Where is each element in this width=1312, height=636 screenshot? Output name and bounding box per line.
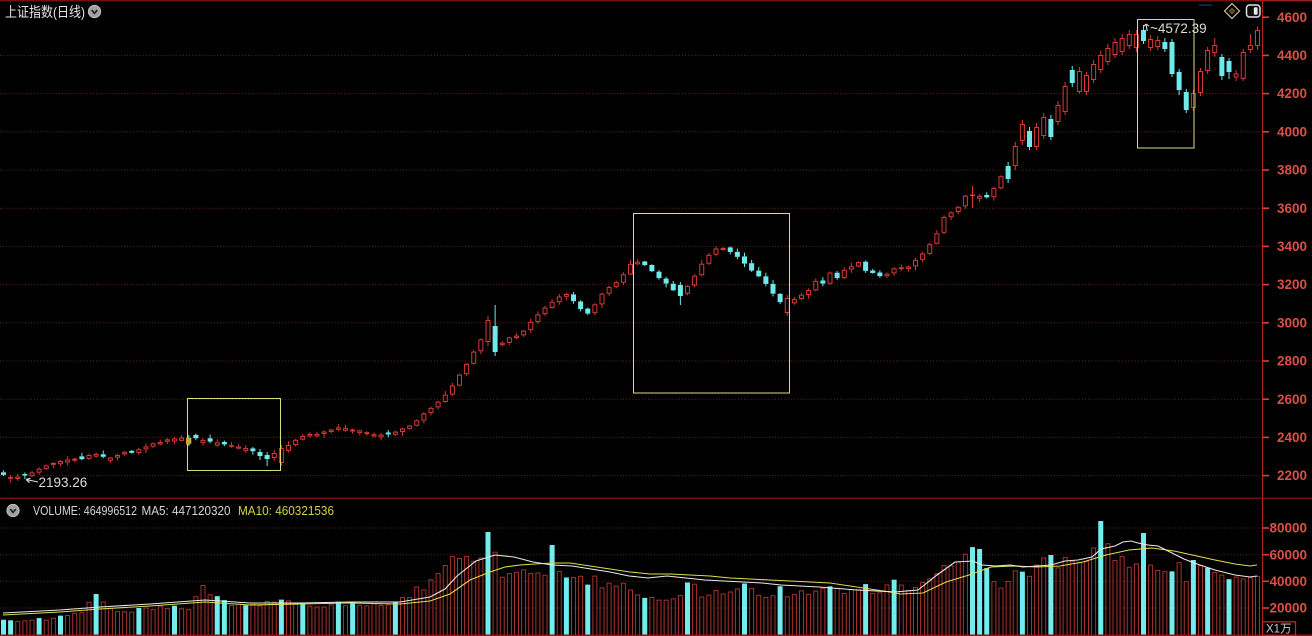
svg-text:2600: 2600 xyxy=(1277,392,1307,407)
svg-text:上证指数(日线): 上证指数(日线) xyxy=(5,4,85,20)
svg-text:X1万: X1万 xyxy=(1266,624,1292,636)
svg-text:~4572.39: ~4572.39 xyxy=(1150,21,1207,36)
svg-text:40000: 40000 xyxy=(1269,574,1307,589)
svg-text:VOLUME: 464996512: VOLUME: 464996512 xyxy=(33,503,137,518)
svg-text:MA5: 447120320: MA5: 447120320 xyxy=(142,503,231,518)
svg-text:20000: 20000 xyxy=(1269,601,1307,616)
svg-text:2200: 2200 xyxy=(1277,468,1307,483)
svg-text:4400: 4400 xyxy=(1277,48,1307,63)
svg-text:4200: 4200 xyxy=(1277,86,1307,101)
svg-text:3200: 3200 xyxy=(1277,277,1307,292)
svg-text:2400: 2400 xyxy=(1277,430,1307,445)
svg-text:3000: 3000 xyxy=(1277,315,1307,330)
svg-text:60000: 60000 xyxy=(1269,547,1307,562)
svg-text:2800: 2800 xyxy=(1277,354,1307,369)
svg-text:3400: 3400 xyxy=(1277,239,1307,254)
svg-text:MA10: 460321536: MA10: 460321536 xyxy=(238,503,334,518)
svg-text:80000: 80000 xyxy=(1269,521,1307,536)
svg-text:3800: 3800 xyxy=(1277,163,1307,178)
svg-text:4600: 4600 xyxy=(1277,10,1307,25)
svg-text:2193.26: 2193.26 xyxy=(39,475,88,490)
svg-text:3600: 3600 xyxy=(1277,201,1307,216)
svg-text:4000: 4000 xyxy=(1277,124,1307,139)
